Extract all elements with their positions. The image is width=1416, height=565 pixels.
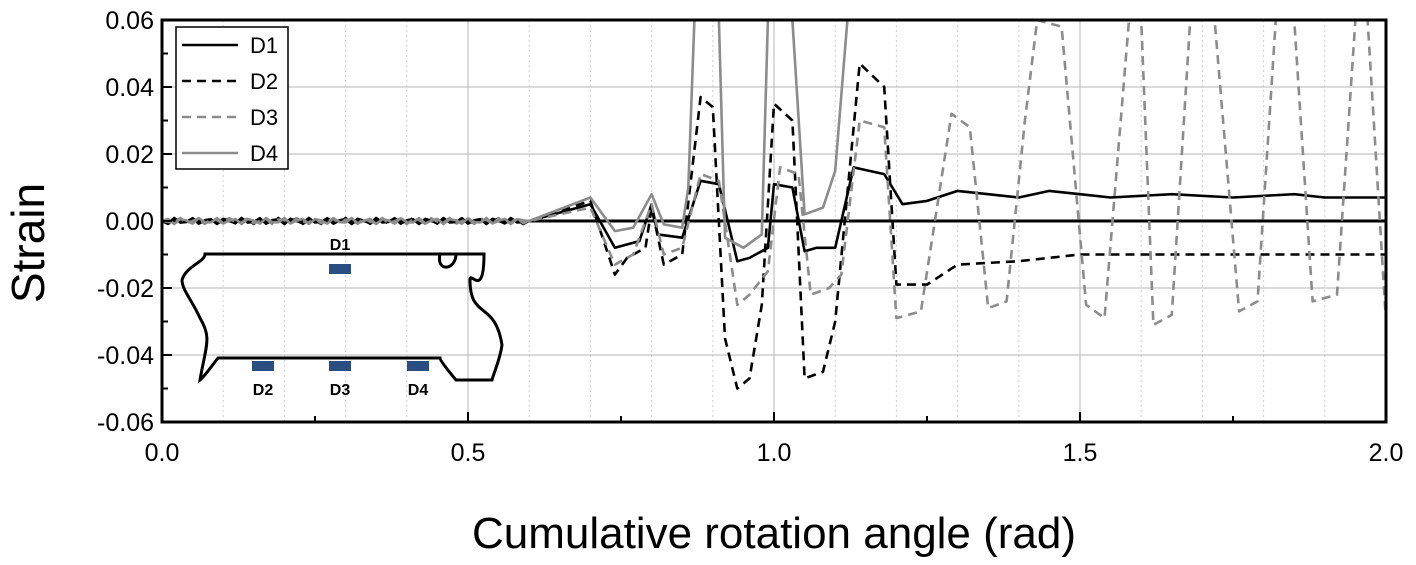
y-tick-label: 0.04 [105, 74, 154, 102]
x-tick-label: 0.0 [145, 439, 180, 467]
sensor-d3 [329, 361, 351, 371]
sensor-d2 [252, 361, 274, 371]
y-tick-label: 0.06 [105, 7, 154, 35]
y-tick-label: -0.02 [97, 275, 154, 303]
legend-label-d1: D1 [250, 33, 278, 58]
inset-label-d1: D1 [330, 237, 351, 254]
axis-ticks: 0.0 0.5 1.0 1.5 2.0 -0.06 -0.04 -0.02 0.00 0.02 0.… [97, 7, 1403, 467]
y-tick-label: 0.00 [105, 208, 154, 236]
y-axis-title: Strain [2, 183, 54, 303]
series-layer [162, 20, 1386, 390]
inset-label-d3: D3 [330, 382, 351, 399]
legend-box [175, 26, 289, 170]
x-tick-label: 0.5 [451, 439, 486, 467]
series-line-d4 [162, 20, 854, 250]
legend: D1 D2 D3 D4 [175, 26, 289, 170]
y-tick-label: -0.04 [97, 342, 154, 370]
legend-label-d3: D3 [250, 105, 278, 130]
y-tick-label: -0.06 [97, 409, 154, 437]
legend-label-d2: D2 [250, 69, 278, 94]
specimen-inset: D1 D2 D3 D4 [180, 237, 504, 399]
x-tick-label: 2.0 [1369, 439, 1404, 467]
x-tick-label: 1.5 [1063, 439, 1098, 467]
inset-label-d4: D4 [408, 382, 429, 399]
x-tick-label: 1.0 [757, 439, 792, 467]
sensor-d1 [329, 264, 351, 274]
specimen-outline [180, 252, 504, 384]
sensor-d4 [407, 361, 429, 371]
x-axis-title: Cumulative rotation angle (rad) [472, 509, 1076, 558]
legend-label-d4: D4 [250, 141, 278, 166]
y-tick-label: 0.02 [105, 141, 154, 169]
inset-label-d2: D2 [253, 382, 274, 399]
